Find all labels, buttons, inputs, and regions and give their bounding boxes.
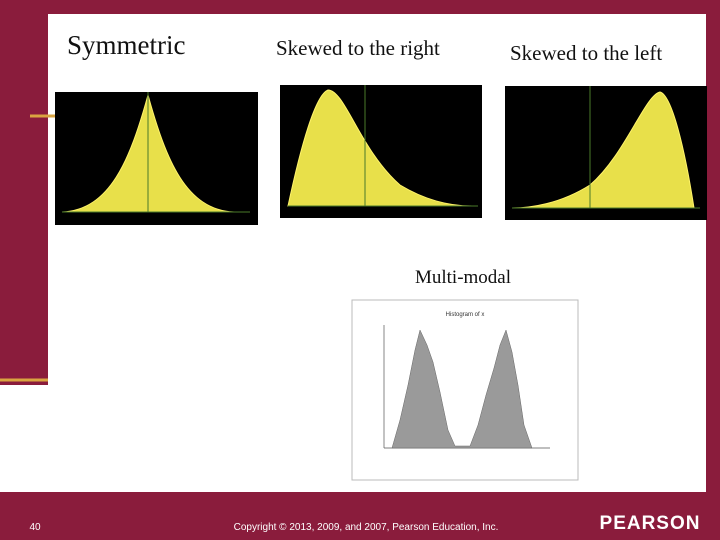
panel-title: Multi-modal	[415, 267, 511, 288]
right-band	[706, 0, 720, 492]
top-band	[0, 0, 720, 14]
left-gap	[0, 385, 48, 492]
plot-title: Histogram of x	[446, 312, 485, 318]
panel-title: Symmetric	[67, 30, 185, 60]
brand: PEARSON	[600, 513, 701, 534]
panel-title: Skewed to the right	[276, 36, 440, 60]
footer-band	[0, 492, 720, 540]
multimodal-image: Histogram of x	[351, 299, 579, 481]
panel-title: Skewed to the left	[510, 41, 662, 65]
copyright: Copyright © 2013, 2009, and 2007, Pearso…	[234, 522, 499, 533]
skewed-left-image	[505, 86, 707, 220]
left-band	[0, 0, 48, 385]
skewed-right-image	[280, 85, 482, 218]
page-number: 40	[29, 522, 41, 533]
symmetric-image	[55, 92, 258, 225]
